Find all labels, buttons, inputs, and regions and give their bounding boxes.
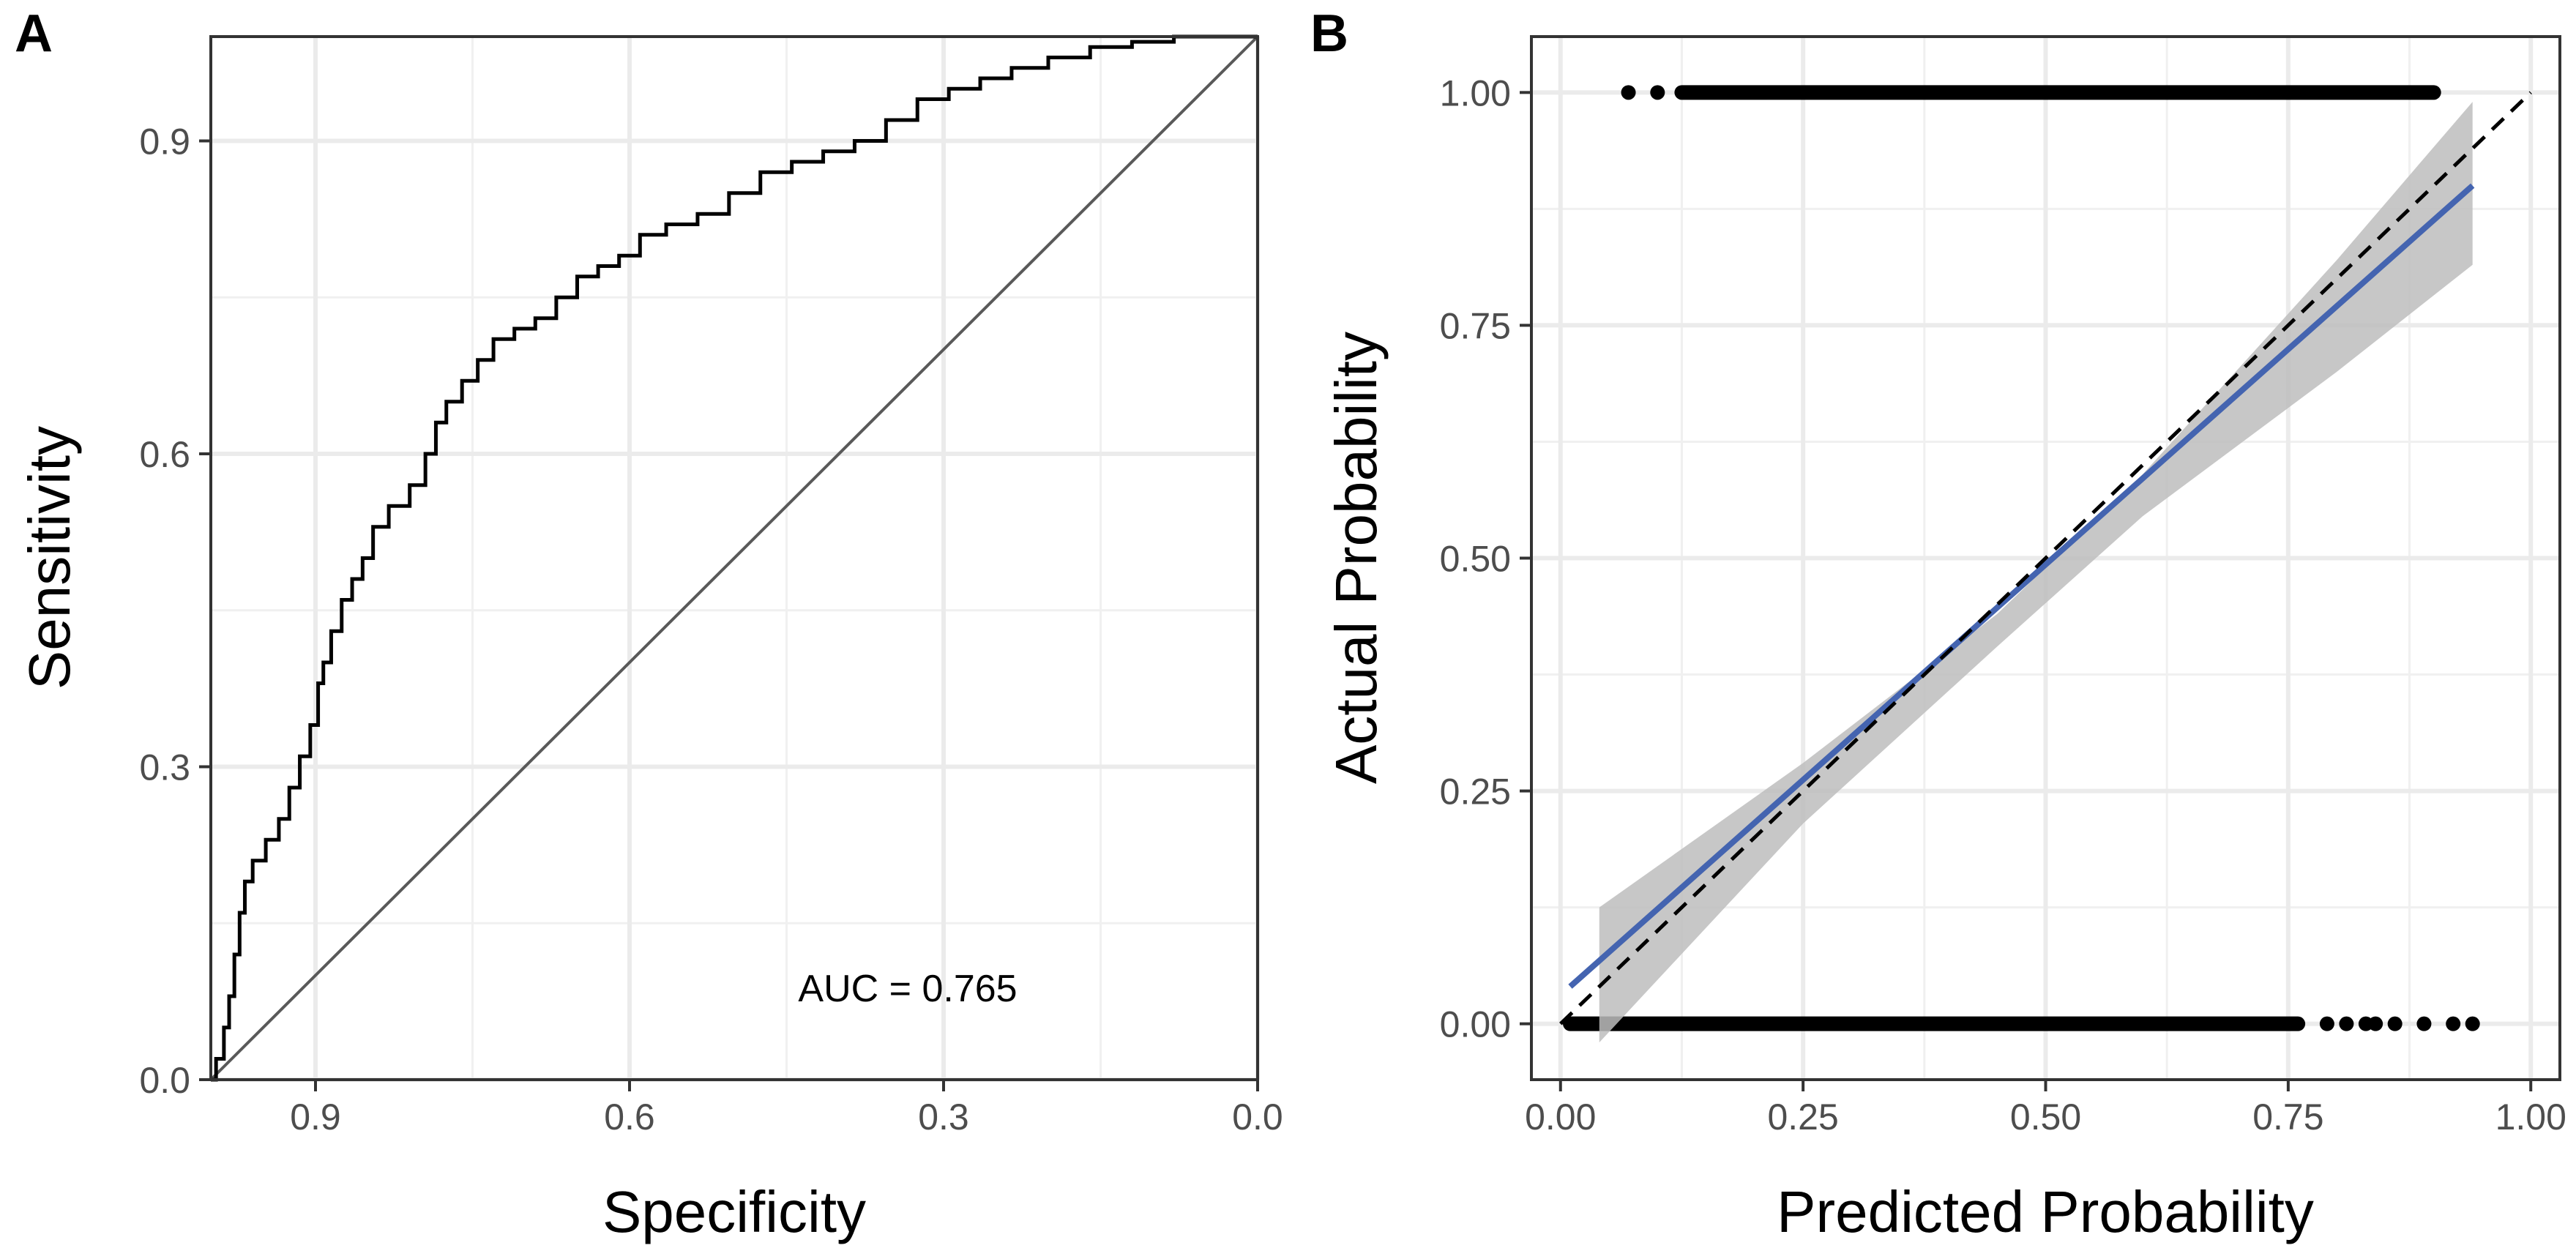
roc-marks — [209, 34, 1259, 1082]
calibration-point-outcome-0 — [2446, 1016, 2461, 1031]
roc-panel-border — [209, 35, 1259, 1081]
calibration-point-outcome-1 — [1621, 85, 1636, 100]
calibration-point-outcome-0 — [2368, 1016, 2383, 1031]
calibration-x-ticks: 0.00 0.25 0.50 0.75 1.00 — [1525, 1080, 2566, 1137]
calibration-y-tick-label: 0.00 — [1440, 1004, 1511, 1045]
roc-x-tick-label: 0.3 — [918, 1097, 969, 1137]
roc-y-ticks: 0.0 0.3 0.6 0.9 — [139, 122, 211, 1101]
calibration-y-axis-title: Actual Probability — [1324, 332, 1389, 784]
roc-curve — [211, 34, 1258, 1082]
calibration-marks — [1559, 85, 2532, 1043]
roc-reference-diagonal — [209, 35, 1259, 1081]
calibration-point-outcome-0 — [2319, 1016, 2334, 1031]
calibration-point-outcome-0 — [2465, 1016, 2480, 1031]
roc-x-tick-label: 0.0 — [1232, 1097, 1283, 1137]
calibration-panel: B 0.00 0.25 0.50 0.75 1.00 0.00 0.25 0.50 0.75 1… — [1310, 4, 2566, 1244]
calibration-x-tick-label: 1.00 — [2495, 1097, 2566, 1137]
roc-y-tick-label: 0.6 — [139, 434, 190, 475]
roc-panel: A 0.9 0.6 0.3 0.0 0.00.30.60.9 AUC = 0.765 … — [15, 4, 1283, 1244]
calibration-point-outcome-0 — [2416, 1016, 2432, 1031]
calibration-x-axis-title: Predicted Probability — [1777, 1179, 2314, 1244]
panel-b-tag: B — [1310, 4, 1348, 63]
auc-annotation: AUC = 0.765 — [798, 968, 1017, 1010]
roc-y-tick-label: 0.0 — [139, 1060, 190, 1101]
calibration-fit-line — [1568, 183, 2475, 989]
roc-x-axis-title: Specificity — [602, 1179, 866, 1244]
calibration-y-tick-label: 0.75 — [1440, 305, 1511, 346]
calibration-y-tick-label: 0.50 — [1440, 539, 1511, 580]
calibration-x-tick-label: 0.25 — [1767, 1097, 1838, 1137]
roc-y-tick-label: 0.3 — [139, 747, 190, 788]
calibration-point-outcome-1 — [1650, 85, 1665, 100]
calibration-point-outcome-0 — [2387, 1016, 2403, 1031]
roc-x-ticks: 0.9 0.6 0.3 0.0 — [290, 1080, 1283, 1137]
calibration-confidence-band — [1599, 102, 2473, 1043]
calibration-x-tick-label: 0.75 — [2252, 1097, 2323, 1137]
calibration-x-tick-label: 0.00 — [1525, 1097, 1596, 1137]
calibration-y-tick-label: 0.25 — [1440, 772, 1511, 812]
roc-x-tick-label: 0.9 — [290, 1097, 341, 1137]
calibration-point-outcome-0 — [2339, 1016, 2354, 1031]
calibration-y-tick-label: 1.00 — [1440, 72, 1511, 113]
calibration-reference-line — [1559, 91, 2532, 1025]
roc-y-tick-label: 0.9 — [139, 122, 190, 162]
roc-x-tick-label: 0.6 — [604, 1097, 655, 1137]
calibration-y-ticks: 0.00 0.25 0.50 0.75 1.00 — [1440, 72, 1531, 1045]
panel-a-tag: A — [15, 4, 53, 63]
roc-y-axis-title: Sensitivity — [17, 426, 82, 690]
calibration-x-tick-label: 0.50 — [2010, 1097, 2081, 1137]
